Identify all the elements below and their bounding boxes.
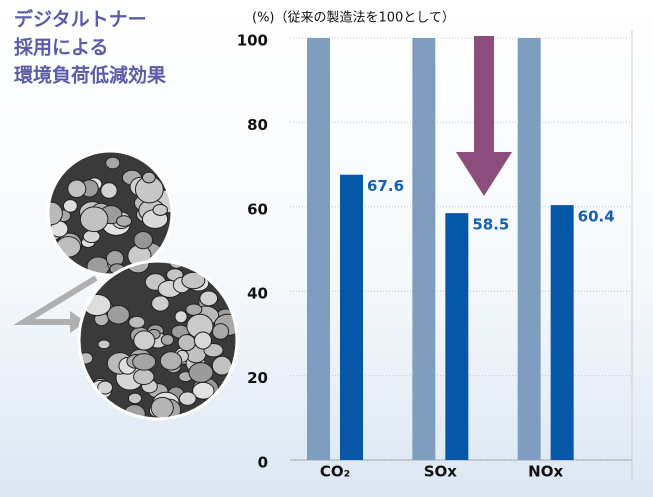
y-tick-label: 40 bbox=[247, 285, 268, 303]
particle bbox=[49, 201, 63, 226]
particle bbox=[193, 331, 212, 350]
particle bbox=[185, 303, 203, 316]
x-tick-label: SOx bbox=[424, 463, 458, 481]
y-tick-label: 60 bbox=[247, 200, 268, 218]
y-tick-label: 20 bbox=[247, 369, 268, 387]
bar bbox=[517, 38, 541, 460]
title-line: 採用による bbox=[14, 37, 108, 59]
particle-photo bbox=[49, 152, 171, 274]
photo-border bbox=[77, 259, 239, 421]
particle bbox=[150, 396, 174, 418]
particle bbox=[128, 315, 146, 329]
particle bbox=[116, 215, 133, 227]
particle bbox=[212, 323, 230, 340]
y-tick-label: 80 bbox=[247, 116, 268, 134]
particle bbox=[132, 353, 157, 371]
y-tick-label: 100 bbox=[237, 32, 268, 50]
particle bbox=[133, 368, 155, 386]
particle bbox=[159, 351, 183, 371]
title-line: デジタルトナー bbox=[14, 8, 147, 31]
title-line: 環境負荷低減効果 bbox=[14, 64, 166, 87]
particle bbox=[133, 330, 156, 351]
bar bbox=[412, 38, 436, 460]
particle bbox=[79, 206, 109, 233]
particle bbox=[106, 305, 130, 325]
particle bbox=[105, 156, 121, 170]
y-axis-label: (%)（従来の製造法を100として） bbox=[252, 11, 455, 26]
value-label: 67.6 bbox=[367, 177, 404, 195]
reduction-arrow bbox=[456, 36, 512, 196]
particle bbox=[152, 204, 168, 216]
particle-photo bbox=[80, 262, 236, 418]
connector-arrow bbox=[13, 275, 98, 325]
particle bbox=[133, 230, 154, 250]
particle bbox=[151, 295, 170, 312]
x-tick-label: NOx bbox=[528, 463, 563, 481]
bar bbox=[307, 38, 330, 460]
particle bbox=[178, 391, 197, 406]
particle bbox=[160, 334, 175, 346]
value-label: 60.4 bbox=[578, 208, 615, 226]
bar bbox=[550, 205, 574, 460]
particle bbox=[97, 380, 113, 395]
particle bbox=[199, 290, 219, 307]
photo-border bbox=[46, 149, 174, 277]
particle bbox=[174, 310, 188, 324]
particle bbox=[82, 229, 101, 244]
connector-arrowhead bbox=[70, 311, 86, 333]
particle bbox=[188, 362, 214, 383]
particle bbox=[127, 392, 142, 405]
bar bbox=[340, 174, 363, 460]
x-tick-label: CO₂ bbox=[320, 463, 350, 481]
y-tick-label: 0 bbox=[258, 454, 268, 472]
bar bbox=[445, 213, 469, 460]
particle bbox=[142, 171, 156, 184]
particle bbox=[67, 179, 87, 199]
particle bbox=[177, 334, 196, 352]
particle bbox=[97, 339, 111, 350]
value-label: 58.5 bbox=[472, 216, 509, 234]
particle bbox=[100, 182, 118, 199]
particle bbox=[181, 271, 206, 290]
particle bbox=[62, 199, 78, 213]
